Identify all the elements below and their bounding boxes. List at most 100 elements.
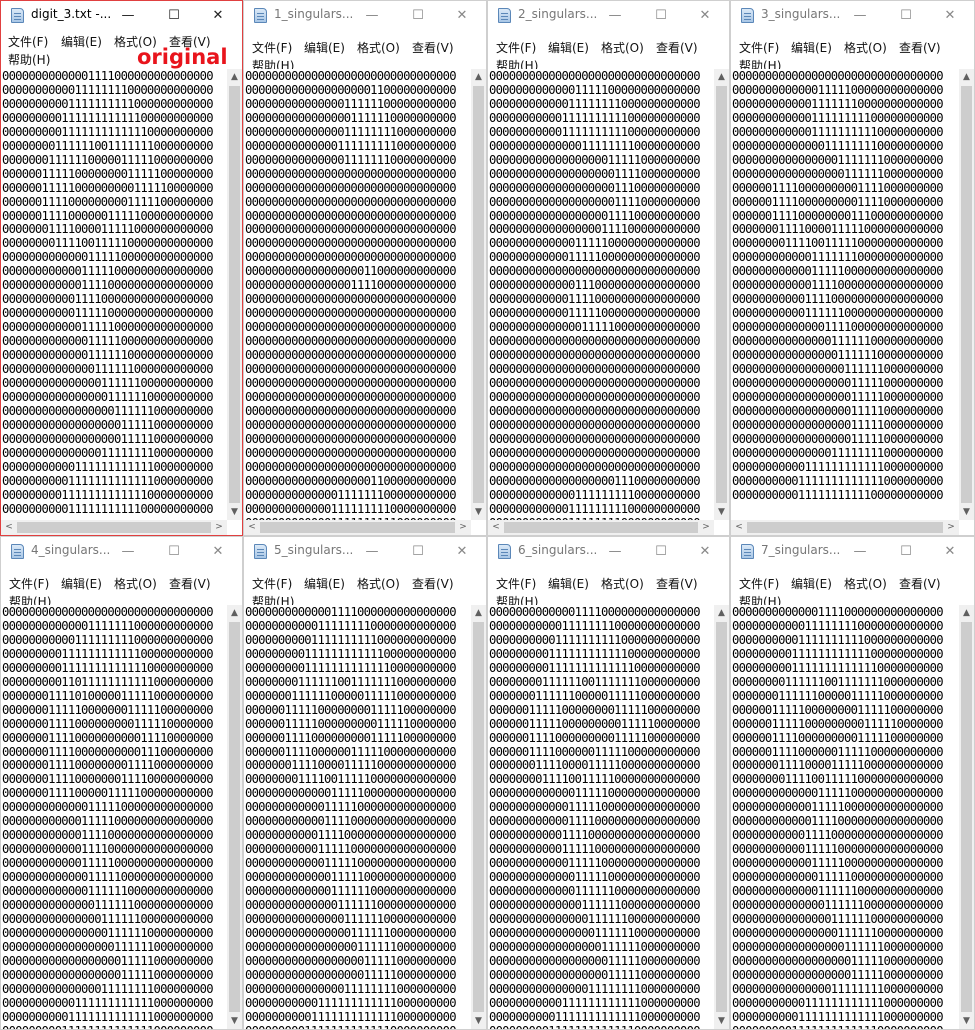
scroll-thumb[interactable] [260, 522, 455, 533]
notepad-window[interactable]: 7_singulars... — ☐ ✕ 文件(F) 编辑(E) 格式(O) 查看(V) 帮助(… [730, 536, 975, 1030]
text-area[interactable]: 00000000000000000000000000000000 00000000… [244, 69, 471, 520]
scroll-up-icon[interactable]: ▲ [475, 72, 482, 82]
text-area[interactable]: 00000000000001111000000000000000 00000000… [1, 69, 227, 520]
minimize-icon[interactable]: — [853, 543, 867, 559]
notepad-window[interactable]: 4_singulars... — ☐ ✕ 文件(F) 编辑(E) 格式(O) 查看(V) 帮助(… [0, 536, 243, 1030]
menu-edit[interactable]: 编辑(E) [548, 577, 589, 591]
vertical-scrollbar[interactable]: ▲ ▼ [227, 605, 242, 1029]
scroll-left-icon[interactable]: < [248, 522, 256, 532]
maximize-icon[interactable]: ☐ [168, 7, 180, 23]
horizontal-scrollbar[interactable]: < > [244, 520, 471, 535]
menu-file[interactable]: 文件(F) [9, 577, 50, 591]
vertical-scrollbar[interactable]: ▲ ▼ [471, 69, 486, 520]
minimize-icon[interactable]: — [365, 543, 379, 559]
close-icon[interactable]: ✕ [944, 543, 956, 559]
vertical-scrollbar[interactable]: ▲ ▼ [714, 605, 729, 1029]
title-bar[interactable]: 2_singulars... — ☐ ✕ [488, 1, 729, 31]
notepad-window[interactable]: 3_singulars... — ☐ ✕ 文件(F) 编辑(E) 格式(O) 查看(V) 帮助(… [730, 0, 975, 536]
title-bar[interactable]: 5_singulars... — ☐ ✕ [244, 537, 486, 567]
maximize-icon[interactable]: ☐ [655, 543, 667, 559]
maximize-icon[interactable]: ☐ [168, 543, 180, 559]
menu-view[interactable]: 查看(V) [899, 577, 941, 591]
menu-view[interactable]: 查看(V) [169, 577, 211, 591]
scroll-thumb[interactable] [747, 522, 943, 533]
scroll-up-icon[interactable]: ▲ [963, 608, 970, 618]
menu-format[interactable]: 格式(O) [357, 41, 400, 55]
menu-edit[interactable]: 编辑(E) [791, 577, 832, 591]
close-icon[interactable]: ✕ [456, 7, 468, 23]
menu-format[interactable]: 格式(O) [114, 35, 157, 49]
close-icon[interactable]: ✕ [699, 7, 711, 23]
close-icon[interactable]: ✕ [944, 7, 956, 23]
horizontal-scrollbar[interactable]: < > [1, 520, 227, 535]
minimize-icon[interactable]: — [608, 543, 622, 559]
close-icon[interactable]: ✕ [699, 543, 711, 559]
close-icon[interactable]: ✕ [212, 543, 224, 559]
scroll-down-icon[interactable]: ▼ [963, 507, 970, 517]
close-icon[interactable]: ✕ [212, 7, 224, 23]
horizontal-scrollbar[interactable]: < > [731, 520, 959, 535]
menu-help[interactable]: 帮助(H) [8, 53, 51, 67]
menu-file[interactable]: 文件(F) [739, 577, 780, 591]
scroll-up-icon[interactable]: ▲ [231, 72, 238, 82]
scroll-down-icon[interactable]: ▼ [718, 1016, 725, 1026]
menu-edit[interactable]: 编辑(E) [61, 35, 102, 49]
vertical-scrollbar[interactable]: ▲ ▼ [471, 605, 486, 1029]
scroll-up-icon[interactable]: ▲ [963, 72, 970, 82]
close-icon[interactable]: ✕ [456, 543, 468, 559]
maximize-icon[interactable]: ☐ [412, 543, 424, 559]
scroll-up-icon[interactable]: ▲ [475, 608, 482, 618]
notepad-window[interactable]: digit_3.txt -... — ☐ ✕ 文件(F) 编辑(E) 格式(O) 查看(V) 帮… [0, 0, 243, 536]
scroll-thumb[interactable] [716, 622, 727, 1012]
vertical-scrollbar[interactable]: ▲ ▼ [227, 69, 242, 520]
scroll-thumb[interactable] [229, 622, 240, 1012]
scroll-left-icon[interactable]: < [492, 522, 500, 532]
scroll-thumb[interactable] [229, 86, 240, 503]
maximize-icon[interactable]: ☐ [655, 7, 667, 23]
scroll-down-icon[interactable]: ▼ [475, 507, 482, 517]
menu-format[interactable]: 格式(O) [844, 41, 887, 55]
menu-file[interactable]: 文件(F) [252, 41, 293, 55]
scroll-thumb[interactable] [17, 522, 211, 533]
scroll-thumb[interactable] [473, 86, 484, 503]
notepad-window[interactable]: 1_singulars... — ☐ ✕ 文件(F) 编辑(E) 格式(O) 查看(V) 帮助(… [243, 0, 487, 536]
maximize-icon[interactable]: ☐ [412, 7, 424, 23]
notepad-window[interactable]: 2_singulars... — ☐ ✕ 文件(F) 编辑(E) 格式(O) 查看(V) 帮助(… [487, 0, 730, 536]
scroll-thumb[interactable] [473, 622, 484, 1012]
minimize-icon[interactable]: — [365, 7, 379, 23]
minimize-icon[interactable]: — [608, 7, 622, 23]
menu-view[interactable]: 查看(V) [656, 577, 698, 591]
scroll-down-icon[interactable]: ▼ [475, 1016, 482, 1026]
menu-edit[interactable]: 编辑(E) [791, 41, 832, 55]
menu-format[interactable]: 格式(O) [601, 41, 644, 55]
menu-file[interactable]: 文件(F) [496, 577, 537, 591]
menu-format[interactable]: 格式(O) [357, 577, 400, 591]
scroll-down-icon[interactable]: ▼ [718, 507, 725, 517]
menu-view[interactable]: 查看(V) [412, 41, 454, 55]
vertical-scrollbar[interactable]: ▲ ▼ [714, 69, 729, 520]
title-bar[interactable]: 6_singulars... — ☐ ✕ [488, 537, 729, 567]
menu-format[interactable]: 格式(O) [601, 577, 644, 591]
menu-file[interactable]: 文件(F) [496, 41, 537, 55]
minimize-icon[interactable]: — [121, 7, 135, 23]
menu-view[interactable]: 查看(V) [899, 41, 941, 55]
vertical-scrollbar[interactable]: ▲ ▼ [959, 69, 974, 520]
menu-file[interactable]: 文件(F) [739, 41, 780, 55]
notepad-window[interactable]: 6_singulars... — ☐ ✕ 文件(F) 编辑(E) 格式(O) 查看(V) 帮助(… [487, 536, 730, 1030]
scroll-down-icon[interactable]: ▼ [963, 1016, 970, 1026]
menu-edit[interactable]: 编辑(E) [548, 41, 589, 55]
title-bar[interactable]: 1_singulars... — ☐ ✕ [244, 1, 486, 31]
title-bar[interactable]: 7_singulars... — ☐ ✕ [731, 537, 974, 567]
menu-edit[interactable]: 编辑(E) [304, 577, 345, 591]
menu-format[interactable]: 格式(O) [844, 577, 887, 591]
vertical-scrollbar[interactable]: ▲ ▼ [959, 605, 974, 1029]
minimize-icon[interactable]: — [853, 7, 867, 23]
title-bar[interactable]: digit_3.txt -... — ☐ ✕ [1, 1, 242, 31]
text-area[interactable]: 00000000000001111000000000000000 00000000… [488, 605, 714, 1029]
title-bar[interactable]: 3_singulars... — ☐ ✕ [731, 1, 974, 31]
scroll-left-icon[interactable]: < [5, 522, 13, 532]
menu-edit[interactable]: 编辑(E) [61, 577, 102, 591]
menu-file[interactable]: 文件(F) [252, 577, 293, 591]
horizontal-scrollbar[interactable]: < > [488, 520, 714, 535]
scroll-thumb[interactable] [716, 86, 727, 503]
